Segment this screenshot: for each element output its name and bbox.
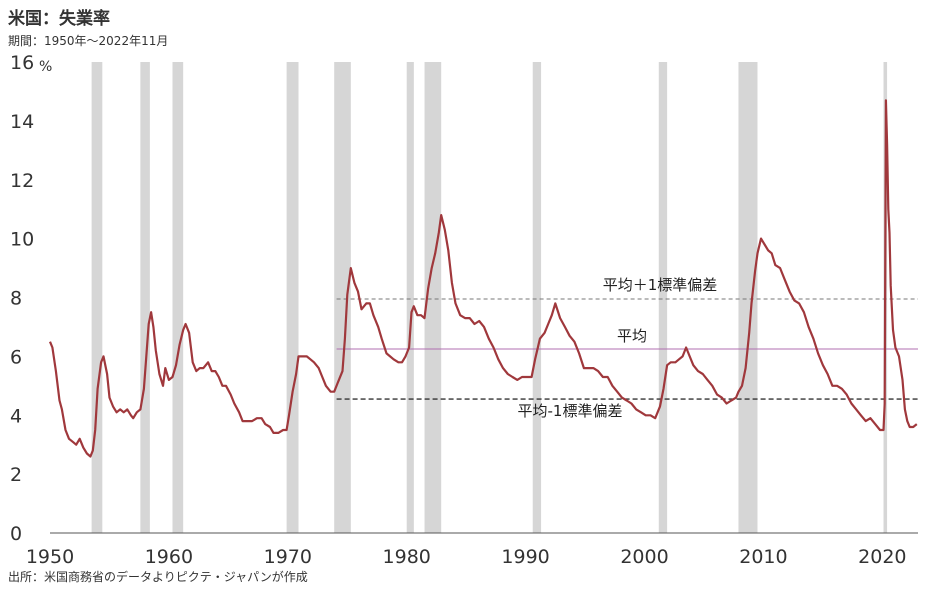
x-tick-label: 2000 <box>620 546 668 568</box>
reference-line-label-1: 平均 <box>617 327 647 345</box>
x-tick-label: 1980 <box>383 546 431 568</box>
y-axis-unit: % <box>39 59 52 75</box>
recession-band-1 <box>140 62 150 533</box>
recession-band-4 <box>334 62 351 533</box>
y-tick-label: 4 <box>10 405 22 427</box>
y-tick-label: 10 <box>10 229 34 251</box>
axes: 0 2 4 6 8 10 12 14 16 1950 1960 1970 1980 1990 2000 201… <box>10 52 918 568</box>
y-tick-label: 12 <box>10 170 34 192</box>
y-tick-label: 14 <box>10 111 34 133</box>
y-tick-label: 8 <box>10 288 22 310</box>
x-tick-label: 2020 <box>858 546 906 568</box>
recession-band-8 <box>658 62 668 533</box>
reference-line-label-2: 平均-1標準偏差 <box>518 402 623 420</box>
reference-line-label-0: 平均＋1標準偏差 <box>603 276 718 294</box>
recession-band-9 <box>738 62 758 533</box>
recession-band-5 <box>406 62 414 533</box>
y-tick-label: 6 <box>10 346 22 368</box>
source-note: 出所：米国商務省のデータよりピクテ・ジャパンが作成 <box>8 570 308 584</box>
series-line-0 <box>48 99 918 458</box>
x-tick-label: 1990 <box>501 546 549 568</box>
chart-subtitle: 期間：1950年～2022年11月 <box>8 34 169 48</box>
recession-band-3 <box>286 62 299 533</box>
recession-bands <box>91 62 888 533</box>
y-tick-label: 2 <box>10 464 22 486</box>
recession-band-6 <box>424 62 442 533</box>
series-layer <box>48 99 918 458</box>
chart-title: 米国：失業率 <box>8 9 110 29</box>
recession-band-0 <box>91 62 103 533</box>
x-tick-label: 1960 <box>145 546 193 568</box>
x-tick-label: 1970 <box>264 546 312 568</box>
recession-band-7 <box>532 62 542 533</box>
x-tick-label: 1950 <box>26 546 74 568</box>
y-tick-label: 0 <box>10 523 22 545</box>
y-tick-label: 16 <box>10 52 34 74</box>
recession-band-2 <box>172 62 184 533</box>
x-tick-label: 2010 <box>739 546 787 568</box>
